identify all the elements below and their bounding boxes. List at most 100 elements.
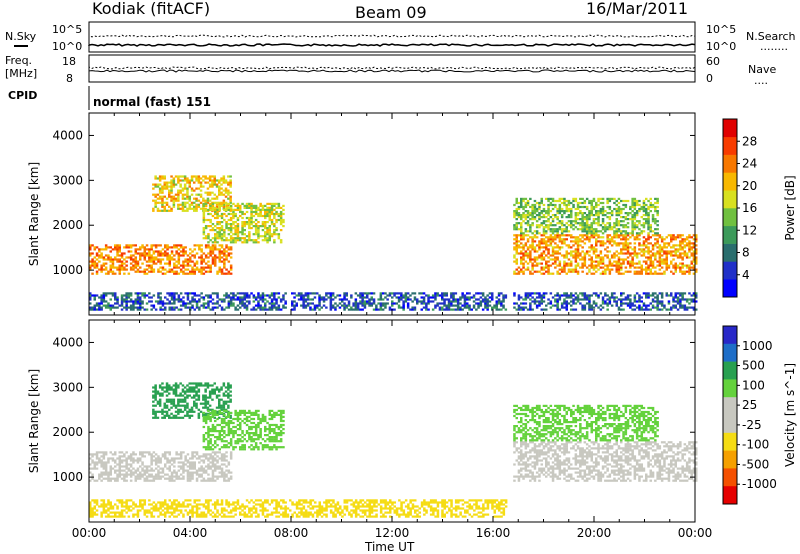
- power-cell: [161, 248, 165, 251]
- power-cell: [529, 256, 532, 259]
- power-cell: [454, 300, 458, 303]
- power-cell: [574, 266, 578, 269]
- power-cell: [143, 270, 146, 273]
- power-cell: [134, 252, 137, 255]
- velocity-cell: [150, 463, 153, 466]
- power-cell: [581, 270, 584, 273]
- power-cell: [538, 203, 541, 207]
- power-cell: [581, 197, 584, 200]
- velocity-cell: [202, 471, 206, 474]
- velocity-cell: [177, 398, 180, 401]
- velocity-cell: [107, 471, 110, 474]
- power-cell: [597, 214, 600, 217]
- power-cell: [610, 264, 614, 267]
- power-cell: [270, 206, 274, 209]
- power-cell: [629, 264, 632, 267]
- power-cell: [183, 205, 187, 208]
- velocity-cell: [118, 471, 121, 474]
- power-cell: [211, 250, 215, 253]
- power-cell: [279, 298, 283, 301]
- power-cell: [692, 242, 696, 245]
- power-cell: [517, 205, 521, 209]
- velocity-cell: [182, 451, 185, 454]
- power-cell: [656, 246, 659, 249]
- power-cell: [626, 218, 630, 221]
- power-cell: [640, 272, 643, 275]
- power-cell: [200, 244, 203, 247]
- power-cell: [93, 296, 96, 299]
- power-cell: [268, 210, 271, 214]
- velocity-cell: [170, 473, 174, 476]
- power-cell: [391, 300, 394, 303]
- power-cell: [225, 206, 228, 209]
- power-cell: [597, 264, 600, 267]
- power-cell: [304, 298, 308, 301]
- power-cell: [361, 300, 364, 303]
- power-cell: [654, 292, 657, 295]
- power-cell: [654, 252, 657, 255]
- power-cell: [622, 248, 625, 251]
- power-cell: [656, 242, 659, 245]
- power-cell: [107, 256, 110, 259]
- power-cell: [261, 221, 265, 224]
- velocity-cell: [98, 477, 101, 480]
- power-cell: [665, 246, 668, 249]
- power-cell: [581, 294, 584, 297]
- power-cell: [565, 250, 568, 253]
- power-cell: [454, 308, 458, 311]
- power-cell: [579, 254, 582, 257]
- power-cell: [273, 208, 276, 211]
- power-cell: [136, 248, 140, 251]
- power-cell: [638, 232, 641, 235]
- power-cell: [522, 197, 525, 200]
- power-cell: [660, 258, 664, 261]
- power-cell: [127, 256, 131, 259]
- power-cell: [295, 294, 298, 297]
- power-cell: [688, 302, 691, 305]
- power-cell: [177, 266, 181, 269]
- power-cell: [658, 268, 662, 271]
- velocity-cell: [152, 396, 155, 399]
- power-cell: [658, 246, 662, 249]
- velocity-cell: [195, 402, 198, 405]
- power-cell: [248, 231, 251, 234]
- power-cell: [391, 304, 394, 307]
- power-cell: [354, 306, 358, 309]
- power-cell: [209, 204, 212, 207]
- power-cell: [608, 207, 612, 211]
- power-cell: [576, 212, 580, 215]
- velocity-cell: [225, 479, 228, 482]
- power-cell: [195, 266, 199, 269]
- velocity-cell: [195, 457, 199, 460]
- power-cell: [413, 298, 417, 301]
- power-cell: [654, 205, 657, 209]
- power-cell: [595, 201, 598, 205]
- power-cell: [526, 224, 530, 227]
- power-cell: [177, 272, 181, 275]
- power-cell: [649, 308, 652, 311]
- power-cell: [517, 207, 521, 211]
- velocity-cell: [214, 465, 217, 468]
- velocity-cell: [141, 453, 144, 456]
- power-cell: [345, 294, 348, 297]
- power-cell: [674, 292, 677, 295]
- power-cell: [168, 306, 171, 309]
- power-cell: [245, 223, 249, 226]
- velocity-cell: [216, 465, 219, 468]
- power-cell: [120, 256, 124, 259]
- power-cell: [443, 292, 446, 295]
- power-cell: [642, 224, 646, 227]
- power-cell: [245, 202, 249, 205]
- power-cell: [400, 306, 403, 309]
- power-cell: [234, 308, 237, 311]
- power-cell: [649, 210, 652, 213]
- power-cell: [218, 250, 221, 253]
- power-cell: [236, 208, 240, 211]
- power-cell: [343, 298, 346, 301]
- power-cell: [533, 300, 537, 303]
- power-cell: [175, 272, 178, 275]
- power-cell: [654, 197, 657, 200]
- power-cell: [98, 302, 101, 305]
- power-cell: [248, 202, 251, 205]
- power-cell: [388, 306, 392, 309]
